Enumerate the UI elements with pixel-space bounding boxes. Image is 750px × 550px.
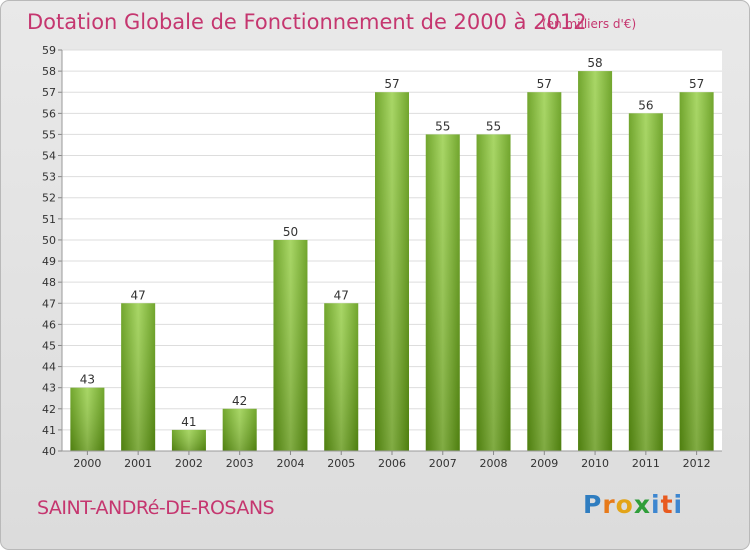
x-tick-label: 2012: [683, 457, 711, 470]
x-tick-label: 2002: [175, 457, 203, 470]
y-tick-label: 52: [42, 192, 56, 205]
bar-chart: 43 47 41 42 50 47 57 55 55 57 58 56 57 40 41 42 43 44 45 4…: [42, 44, 722, 470]
logo-letter: i: [673, 490, 684, 519]
commune-name: SAINT-ANDRé-DE-ROSANS: [37, 497, 275, 519]
data-label: 56: [638, 98, 653, 112]
logo-letter: i: [651, 490, 661, 519]
data-label: 42: [232, 394, 247, 408]
bar-shade: [375, 92, 409, 452]
y-tick-label: 51: [42, 213, 56, 226]
data-label: 57: [537, 77, 552, 91]
y-tick-label: 55: [42, 128, 56, 141]
bar-shade: [476, 134, 511, 451]
data-label: 55: [486, 119, 501, 133]
y-tick-label: 53: [42, 171, 56, 184]
data-label: 57: [384, 77, 399, 91]
bar-shade: [324, 303, 359, 451]
y-tick-label: 49: [42, 255, 56, 268]
chart-unit: (en milliers d'€): [542, 17, 637, 31]
logo-letter: o: [615, 490, 634, 519]
data-label: 47: [334, 288, 349, 302]
proxiti-logo: Proxiti: [583, 490, 683, 519]
logo-letter: x: [633, 490, 651, 519]
x-tick-label: 2003: [226, 457, 254, 470]
y-tick-label: 47: [42, 297, 56, 310]
x-tick-label: 2008: [480, 457, 508, 470]
data-label: 55: [435, 119, 450, 133]
data-label: 41: [181, 415, 196, 429]
x-tick-label: 2004: [276, 457, 304, 470]
bar-shade: [628, 113, 663, 451]
x-tick-label: 2005: [327, 457, 355, 470]
x-tick-label: 2011: [632, 457, 660, 470]
y-tick-label: 50: [42, 234, 56, 247]
y-tick-label: 48: [42, 276, 56, 289]
x-tick-label: 2006: [378, 457, 406, 470]
y-tick-label: 43: [42, 382, 56, 395]
y-tick-label: 58: [42, 65, 56, 78]
y-tick-label: 40: [42, 445, 56, 458]
data-label: 47: [131, 288, 146, 302]
y-tick-label: 41: [42, 424, 56, 437]
x-tick-label: 2009: [530, 457, 558, 470]
bar-shade: [425, 134, 460, 451]
y-tick-label: 59: [42, 44, 56, 57]
data-label: 58: [587, 56, 602, 70]
y-tick-label: 45: [42, 339, 56, 352]
bar-shade: [578, 71, 613, 452]
bar-shade: [273, 239, 308, 451]
logo-letter: P: [583, 490, 603, 519]
data-label: 43: [80, 373, 95, 387]
bar-shade: [222, 408, 257, 451]
y-tick-label: 42: [42, 403, 56, 416]
bar-shade: [171, 429, 206, 451]
logo-letter: r: [602, 490, 616, 519]
y-tick-label: 57: [42, 86, 56, 99]
x-tick-label: 2000: [73, 457, 101, 470]
chart-title: Dotation Globale de Fonctionnement de 20…: [27, 10, 587, 34]
data-label: 50: [283, 225, 298, 239]
data-label: 57: [689, 77, 704, 91]
x-tick-label: 2010: [581, 457, 609, 470]
bar-shade: [679, 92, 714, 452]
bar-shade: [70, 387, 105, 451]
y-tick-label: 56: [42, 107, 56, 120]
x-tick-label: 2007: [429, 457, 457, 470]
y-tick-label: 46: [42, 318, 56, 331]
bar-shade: [121, 303, 156, 451]
x-tick-label: 2001: [124, 457, 152, 470]
bar-shade: [527, 92, 562, 452]
y-tick-label: 44: [42, 361, 56, 374]
y-tick-label: 54: [42, 150, 56, 163]
logo-letter: t: [660, 490, 674, 519]
